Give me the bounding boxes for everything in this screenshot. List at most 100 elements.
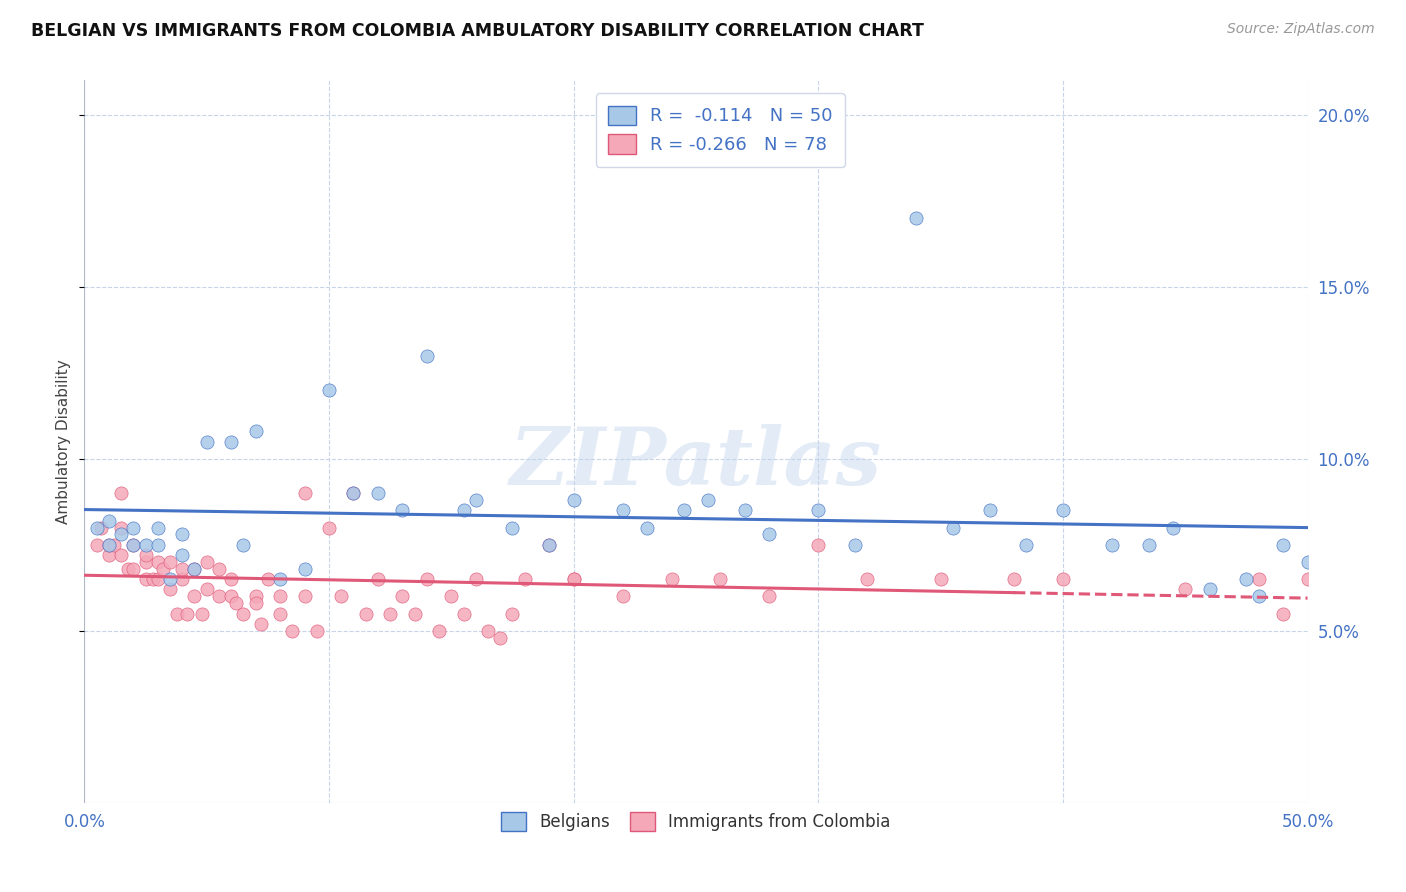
Point — [110, 520, 132, 534]
Point — [538, 538, 561, 552]
Point — [1101, 538, 1123, 552]
Point — [159, 582, 181, 597]
Point — [110, 548, 132, 562]
Point — [122, 562, 145, 576]
Point — [758, 590, 780, 604]
Point — [97, 538, 120, 552]
Point — [122, 538, 145, 552]
Point — [1052, 572, 1074, 586]
Point — [612, 503, 634, 517]
Point — [146, 520, 169, 534]
Point — [135, 538, 157, 552]
Point — [513, 572, 536, 586]
Point — [1052, 503, 1074, 517]
Point — [232, 538, 254, 552]
Point — [86, 520, 108, 534]
Point — [367, 486, 389, 500]
Point — [661, 572, 683, 586]
Point — [856, 572, 879, 586]
Point — [562, 572, 585, 586]
Point — [183, 562, 205, 576]
Legend: Belgians, Immigrants from Colombia: Belgians, Immigrants from Colombia — [495, 805, 897, 838]
Point — [294, 590, 316, 604]
Point — [172, 527, 194, 541]
Point — [612, 590, 634, 604]
Point — [342, 486, 364, 500]
Point — [152, 562, 174, 576]
Text: ZIPatlas: ZIPatlas — [510, 425, 882, 502]
Point — [477, 624, 499, 638]
Point — [1296, 572, 1319, 586]
Point — [195, 434, 218, 449]
Point — [464, 493, 486, 508]
Point — [404, 607, 426, 621]
Point — [734, 503, 756, 517]
Point — [191, 607, 214, 621]
Point — [159, 572, 181, 586]
Point — [281, 624, 304, 638]
Point — [172, 572, 194, 586]
Point — [172, 548, 194, 562]
Point — [318, 383, 340, 397]
Point — [219, 434, 242, 449]
Point — [135, 548, 157, 562]
Point — [453, 607, 475, 621]
Point — [208, 590, 231, 604]
Point — [110, 486, 132, 500]
Point — [176, 607, 198, 621]
Point — [245, 424, 267, 438]
Point — [110, 527, 132, 541]
Point — [318, 520, 340, 534]
Point — [269, 572, 291, 586]
Point — [245, 590, 267, 604]
Point — [1174, 582, 1197, 597]
Point — [1296, 555, 1319, 569]
Point — [142, 572, 165, 586]
Point — [122, 538, 145, 552]
Point — [464, 572, 486, 586]
Point — [245, 596, 267, 610]
Text: BELGIAN VS IMMIGRANTS FROM COLOMBIA AMBULATORY DISABILITY CORRELATION CHART: BELGIAN VS IMMIGRANTS FROM COLOMBIA AMBU… — [31, 22, 924, 40]
Point — [929, 572, 952, 586]
Point — [709, 572, 731, 586]
Point — [294, 486, 316, 500]
Point — [159, 555, 181, 569]
Point — [367, 572, 389, 586]
Point — [453, 503, 475, 517]
Point — [636, 520, 658, 534]
Point — [1247, 590, 1270, 604]
Point — [354, 607, 377, 621]
Point — [97, 514, 120, 528]
Point — [1272, 538, 1295, 552]
Point — [416, 349, 439, 363]
Point — [1002, 572, 1025, 586]
Point — [172, 562, 194, 576]
Point — [232, 607, 254, 621]
Point — [135, 555, 157, 569]
Point — [440, 590, 463, 604]
Point — [1198, 582, 1220, 597]
Point — [380, 607, 402, 621]
Point — [269, 607, 291, 621]
Point — [183, 590, 205, 604]
Point — [342, 486, 364, 500]
Point — [166, 607, 188, 621]
Point — [1236, 572, 1258, 586]
Text: Source: ZipAtlas.com: Source: ZipAtlas.com — [1227, 22, 1375, 37]
Point — [1161, 520, 1184, 534]
Point — [146, 538, 169, 552]
Point — [672, 503, 695, 517]
Point — [391, 590, 413, 604]
Point — [146, 555, 169, 569]
Point — [135, 572, 157, 586]
Point — [489, 631, 512, 645]
Point — [807, 503, 830, 517]
Point — [502, 607, 524, 621]
Point — [1137, 538, 1160, 552]
Point — [103, 538, 125, 552]
Point — [562, 493, 585, 508]
Point — [269, 590, 291, 604]
Point — [391, 503, 413, 517]
Point — [294, 562, 316, 576]
Point — [146, 572, 169, 586]
